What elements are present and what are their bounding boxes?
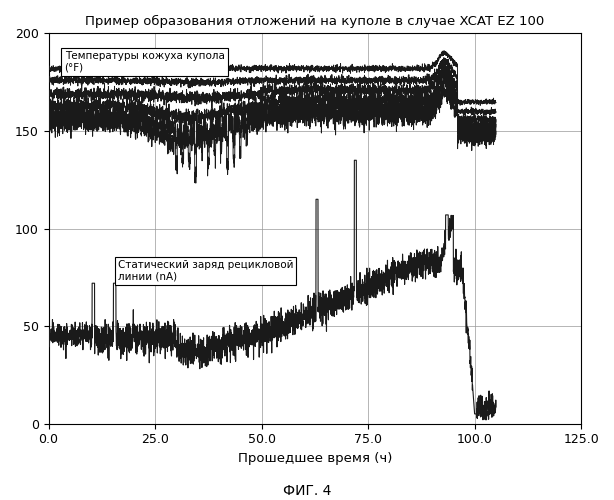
Title: Пример образования отложений на куполе в случае XCAT EZ 100: Пример образования отложений на куполе в… bbox=[85, 15, 545, 28]
Text: Температуры кожуха купола
(°F): Температуры кожуха купола (°F) bbox=[64, 51, 225, 72]
Text: ФИГ. 4: ФИГ. 4 bbox=[283, 484, 331, 498]
X-axis label: Прошедшее время (ч): Прошедшее время (ч) bbox=[238, 452, 392, 465]
Text: Статический заряд рецикловой
линии (nА): Статический заряд рецикловой линии (nА) bbox=[118, 260, 293, 281]
